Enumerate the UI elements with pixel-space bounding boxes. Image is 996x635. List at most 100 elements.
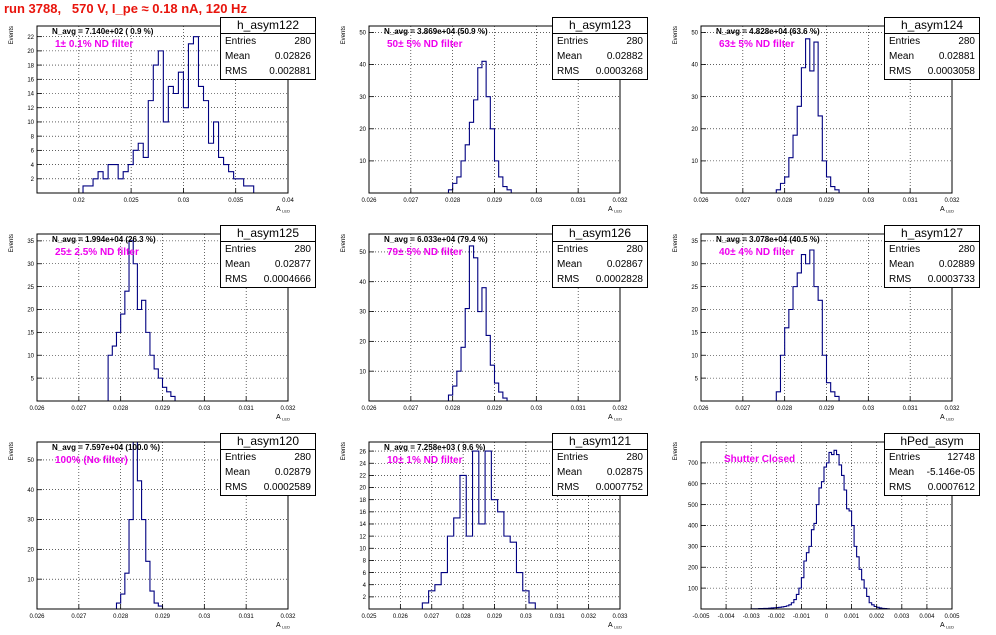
stat-value: 280 [626,450,643,465]
histogram-bin [503,187,507,193]
x-tick-label: 0.028 [445,198,461,204]
y-tick-label: 18 [359,498,366,504]
histogram-bin [495,161,499,193]
histogram-bin [457,371,461,401]
histogram-outline [108,241,175,401]
y-tick-label: 500 [688,503,699,509]
x-tick-label: 0.031 [550,614,566,620]
stat-value: 0.0003733 [928,272,975,287]
histogram-bin [234,179,239,193]
y-axis-label: Events [9,234,15,252]
x-tick-label: 0.03 [530,198,542,204]
stat-value: 0.02889 [939,257,975,272]
y-tick-label: 24 [359,461,366,467]
histogram-bin [163,387,167,401]
stat-key: RMS [225,272,247,287]
histogram-bin [837,455,840,609]
x-tick-label: 0.028 [113,406,129,412]
stat-key: Mean [889,257,914,272]
filter-label: 10± 1% ND filter [387,455,463,466]
y-tick-label: 30 [359,310,366,316]
histogram-bin [814,523,817,609]
histogram-name: h_asym120 [221,434,315,450]
x-tick-label: -0.001 [793,614,811,620]
x-tick-label: 0.028 [777,198,793,204]
histogram-bin [142,520,146,609]
histogram-bin [474,100,478,193]
filter-label: 25± 2.5% ND filter [55,247,139,258]
navg-label: N_avg = 1.994e+04 (26.3 %) [52,235,156,244]
histogram-outline [448,246,507,401]
histogram-bin [495,383,499,401]
histogram-bin [244,186,249,193]
y-tick-label: 30 [691,95,698,101]
histogram-bin [797,106,801,193]
stat-key: Entries [557,242,588,257]
histogram-bin [510,542,516,609]
x-tick-label: 0.029 [155,406,171,412]
x-tick-label: -0.005 [692,614,710,620]
x-tick-label: 0.025 [124,198,140,204]
histogram-bin [167,392,171,401]
histogram-bin [499,392,503,401]
histogram-bin [827,383,831,401]
histogram-bin [123,172,128,193]
histogram-bin [835,396,839,401]
histogram-bin [453,183,457,193]
histogram-bin [478,312,482,401]
histogram-bin [154,369,158,401]
x-tick-label: 0.031 [571,406,587,412]
stat-key: Mean [889,49,914,64]
histogram-bin [116,332,120,401]
y-tick-label: 12 [359,534,366,540]
stat-value: 0.02867 [607,257,643,272]
histogram-outline [448,61,511,193]
y-tick-label: 22 [27,35,34,41]
histogram-bin [98,172,103,193]
histogram-bin [469,246,473,401]
histogram-bin [486,335,490,401]
y-tick-label: 14 [27,92,34,98]
x-tick-label: 0.026 [29,406,45,412]
histogram-bin [490,365,494,401]
histogram-name: h_asym121 [553,434,647,450]
histogram-name: h_asym125 [221,226,315,242]
x-tick-label: 0.002 [869,614,885,620]
histogram-bin [814,42,818,193]
x-tick-label: 0.028 [445,406,461,412]
x-tick-label: 0.032 [280,406,296,412]
y-tick-label: 8 [363,559,367,565]
histogram-bin [125,291,129,401]
histogram-bin [465,145,469,193]
navg-label: N_avg = 4.828e+04 (63.6 %) [716,27,820,36]
histogram-bin [810,71,814,193]
histogram-bin [821,482,824,609]
x-tick-label: 0.029 [487,406,503,412]
y-tick-label: 20 [27,548,34,554]
y-tick-label: 200 [688,565,699,571]
y-tick-label: 26 [359,449,366,455]
stat-value: 280 [294,242,311,257]
stat-value: 0.02879 [275,465,311,480]
histogram-bin [129,520,133,609]
histogram-bin [516,573,522,609]
stat-value: 280 [958,242,975,257]
stat-value: 12748 [947,450,975,465]
y-axis-label: Events [673,234,679,252]
histogram-bin [422,603,428,609]
x-tick-label: 0.027 [735,198,751,204]
histogram-bin [133,442,137,609]
histogram-name: h_asym122 [221,18,315,34]
navg-label: N_avg = 6.033e+04 (79.4 %) [384,235,488,244]
